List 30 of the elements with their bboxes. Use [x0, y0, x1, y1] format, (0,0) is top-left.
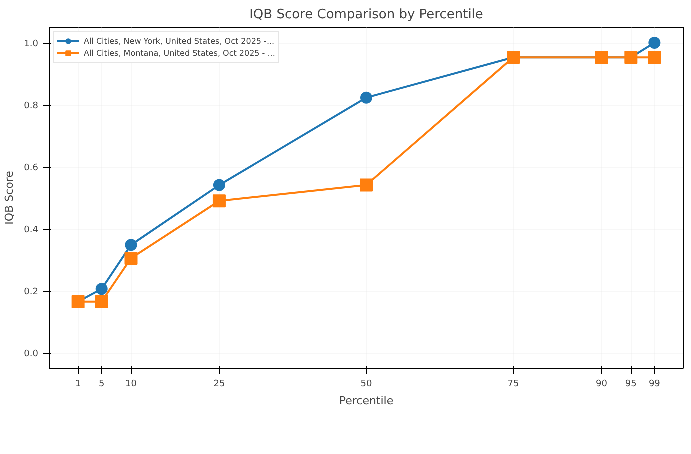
y-tick-label: 0.0: [24, 350, 39, 360]
y-tick-label: 1.0: [24, 40, 39, 50]
y-tick-label: 0.2: [24, 288, 39, 298]
y-tick-label: 0.8: [24, 102, 39, 112]
point: [360, 92, 372, 104]
point: [212, 194, 226, 208]
x-tick-label: 5: [98, 380, 105, 390]
x-tick-label: 10: [126, 380, 138, 390]
y-tick-label: 0.4: [24, 226, 39, 236]
x-tick-label: 50: [360, 380, 372, 390]
point: [95, 295, 108, 308]
x-tick-label: 90: [596, 380, 608, 390]
point: [124, 252, 138, 265]
legend-label: All Cities, New York, United States, Oct 2025 -...: [84, 36, 275, 47]
point: [125, 239, 138, 252]
x-tick-label: 95: [625, 380, 637, 390]
chart-title: IQB Score Comparison by Percentile: [250, 8, 484, 22]
x-tick-label: 25: [214, 380, 226, 390]
point: [648, 51, 662, 64]
x-tick-label: 99: [648, 380, 661, 390]
y-tick-label: 0.6: [24, 164, 39, 174]
x-tick-label: 1: [75, 380, 82, 390]
point: [648, 37, 661, 49]
x-axis-title: Percentile: [339, 394, 394, 408]
y-axis-title: IQB Score: [3, 170, 16, 225]
point: [360, 178, 373, 192]
x-tick-label: 75: [508, 380, 520, 390]
point: [213, 179, 226, 192]
legend-label: All Cities, Montana, United States, Oct 2025 - ...: [84, 48, 276, 59]
point: [96, 283, 108, 296]
